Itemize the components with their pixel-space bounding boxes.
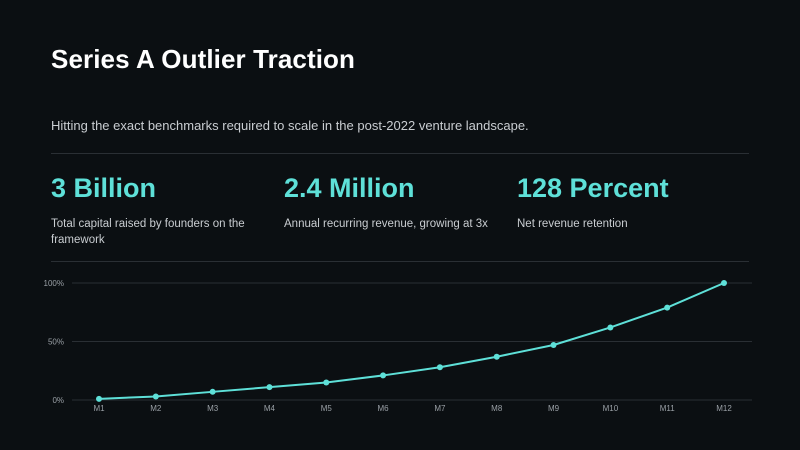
stat-value: 3 Billion <box>51 173 157 203</box>
stat-arr: 2.4 Million Annual recurring revenue, gr… <box>284 172 494 232</box>
divider-top <box>51 153 749 154</box>
y-tick-label: 0% <box>52 396 64 405</box>
x-tick-label: M2 <box>150 404 162 413</box>
x-tick-label: M7 <box>434 404 446 413</box>
stat-capital: 3 Billion Total capital raised by founde… <box>51 172 261 248</box>
x-tick-label: M8 <box>491 404 503 413</box>
x-axis-ticks: M1 M2 M3 M4 M5 M6 M7 M8 M9 M10 M11 M12 <box>93 404 732 413</box>
divider-bottom <box>51 261 749 262</box>
x-tick-label: M12 <box>716 404 732 413</box>
x-tick-label: M10 <box>603 404 619 413</box>
chart-grid <box>72 282 752 401</box>
data-point <box>550 342 557 349</box>
data-point <box>266 384 273 391</box>
x-tick-label: M11 <box>660 404 676 413</box>
data-point <box>209 388 216 395</box>
x-tick-label: M5 <box>321 404 333 413</box>
data-point <box>721 280 727 286</box>
data-point <box>96 395 102 402</box>
stat-value: 2.4 Million <box>284 173 415 203</box>
y-axis-ticks: 0% 50% 100% <box>44 279 64 405</box>
data-point <box>664 304 671 311</box>
x-tick-label: M6 <box>378 404 390 413</box>
data-point <box>436 364 443 371</box>
x-tick-label: M1 <box>93 404 105 413</box>
chart-series <box>96 280 727 402</box>
slide-title: Series A Outlier Traction <box>51 44 356 74</box>
stat-nrr: 128 Percent Net revenue retention <box>517 172 727 232</box>
data-point <box>493 353 500 360</box>
y-tick-label: 100% <box>44 279 64 288</box>
growth-line-chart: 0% 50% 100% M1 M2 M3 M4 M5 M6 M7 M8 M9 M10 M11 M12 <box>44 279 752 413</box>
stat-label: Annual recurring revenue, growing at 3x <box>284 218 488 230</box>
y-tick-label: 50% <box>48 338 64 347</box>
stat-label: Net revenue retention <box>517 218 628 230</box>
stat-value: 128 Percent <box>517 173 669 203</box>
x-tick-label: M3 <box>207 404 219 413</box>
x-tick-label: M9 <box>548 404 560 413</box>
x-tick-label: M4 <box>264 404 276 413</box>
data-point <box>607 324 614 331</box>
stat-label: Total capital raised by founders on the … <box>51 218 245 246</box>
data-point <box>152 393 159 400</box>
slide-subtitle: Hitting the exact benchmarks required to… <box>51 118 529 133</box>
data-point <box>380 372 387 379</box>
data-point <box>323 379 330 386</box>
series-line <box>98 282 725 400</box>
